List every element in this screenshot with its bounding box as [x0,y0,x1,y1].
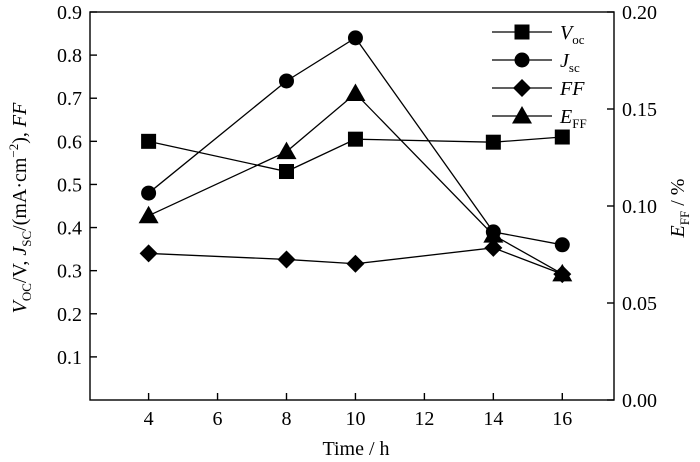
legend-group: Voc Jsc FF EFF [492,22,587,131]
legend-label-voc: Voc [560,22,585,47]
data-point-eff [276,141,297,160]
data-point-eff [345,83,366,101]
y-axis-title-left: VOC/V, JSC/(mA·cm−2), FF [6,102,34,314]
y-left-tick-label: 0.5 [57,174,82,196]
y-left-tick-label: 0.1 [57,347,82,369]
x-axis-title: Time / h [322,438,389,460]
data-point-ff [139,244,158,263]
data-point-ff [277,250,296,269]
y-right-tick-label: 0.20 [622,2,657,24]
data-point-eff [552,263,573,282]
y-right-tick-label: 0.05 [622,293,657,315]
ticks-group: 4 6 8 10 12 14 16 0.1 0.2 0.3 0.4 0.5 0.6 0.7 0.8 0.9 0.… [57,2,657,430]
x-tick-label: 12 [414,408,434,430]
y-axis-title-right: EFF / % [667,179,692,239]
x-tick-label: 8 [282,408,292,430]
legend-marker-jsc [514,52,530,68]
data-point-eff [483,225,504,243]
data-point-jsc [554,237,570,253]
y-left-tick-label: 0.6 [57,131,82,153]
y-left-tick-label: 0.2 [57,304,82,326]
data-point-voc [279,164,294,180]
data-point-jsc [279,73,294,89]
x-tick-label: 16 [552,408,572,430]
data-point-jsc [347,30,363,46]
x-tick-label: 10 [345,408,365,430]
legend-label-jsc: Jsc [560,50,580,75]
legend-marker-voc [514,24,530,40]
series-group [138,30,573,284]
y-left-tick-label: 0.4 [57,218,82,240]
x-tick-label: 4 [144,408,154,430]
data-point-voc [347,131,363,147]
legend-label-eff: EFF [559,106,587,131]
data-point-voc [554,129,570,145]
legend-label-ff: FF [559,78,585,100]
data-point-eff [138,205,159,224]
y-right-tick-label: 0.10 [622,196,657,218]
y-right-tick-label: 0.00 [622,390,657,412]
y-left-tick-label: 0.8 [57,45,82,67]
legend-marker-eff [512,106,532,124]
y-left-tick-label: 0.9 [57,2,82,24]
y-right-tick-label: 0.15 [622,99,657,121]
data-point-ff [346,254,365,273]
y-left-tick-label: 0.7 [57,88,82,110]
x-tick-label: 6 [213,408,223,430]
legend-marker-ff [513,79,531,97]
data-point-voc [485,134,501,150]
data-point-voc [141,133,157,149]
data-point-jsc [141,185,157,201]
y-left-tick-label: 0.3 [57,261,82,283]
x-tick-label: 14 [483,408,503,430]
data-point-ff [484,238,503,257]
